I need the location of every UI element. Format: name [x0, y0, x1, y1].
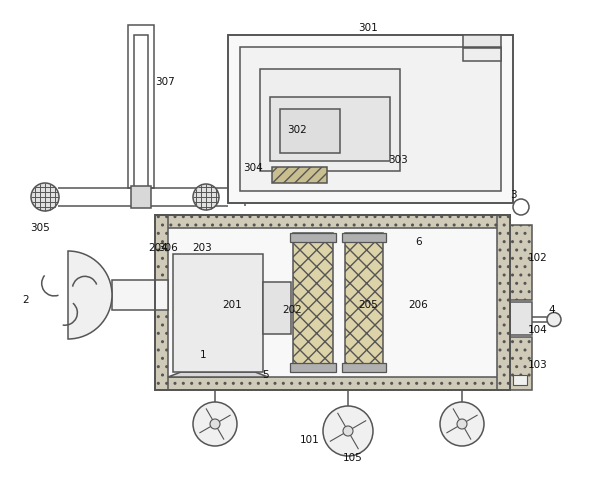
Bar [293, 233, 333, 372]
Bar [510, 225, 532, 300]
Text: 2: 2 [22, 295, 29, 305]
Polygon shape [168, 372, 268, 377]
Circle shape [440, 402, 484, 446]
Bar [272, 167, 327, 183]
Circle shape [457, 419, 467, 429]
Text: 307: 307 [155, 77, 175, 87]
Text: 6: 6 [415, 237, 422, 247]
Text: 1: 1 [200, 350, 206, 360]
Text: 203: 203 [192, 243, 212, 253]
Text: 205: 205 [358, 300, 378, 310]
Bar [270, 97, 390, 161]
Wedge shape [68, 251, 112, 339]
Text: 104: 104 [528, 325, 548, 335]
Bar [290, 363, 336, 372]
Circle shape [193, 184, 219, 210]
Text: 3: 3 [510, 190, 517, 200]
Circle shape [31, 183, 59, 211]
Text: 303: 303 [388, 155, 408, 165]
Bar [228, 35, 513, 203]
Bar [155, 215, 510, 228]
Bar [510, 302, 532, 335]
Bar [240, 47, 501, 191]
Bar [510, 337, 532, 390]
Text: 304: 304 [243, 163, 263, 173]
Circle shape [193, 402, 237, 446]
Text: 204: 204 [148, 243, 168, 253]
Bar [513, 375, 527, 385]
Text: 301: 301 [358, 23, 378, 33]
Circle shape [547, 312, 561, 327]
Text: 101: 101 [300, 435, 320, 445]
Bar [155, 215, 168, 390]
Text: 302: 302 [287, 125, 307, 135]
Bar [497, 215, 510, 390]
Circle shape [513, 199, 529, 215]
Text: 306: 306 [158, 243, 178, 253]
Bar [155, 215, 510, 390]
Bar [128, 25, 154, 188]
Bar [463, 35, 501, 47]
Text: 103: 103 [528, 360, 548, 370]
Text: 102: 102 [528, 253, 548, 263]
Bar [345, 233, 383, 372]
Text: 4: 4 [548, 305, 554, 315]
Text: 202: 202 [282, 305, 302, 315]
Bar [155, 377, 510, 390]
Text: 105: 105 [343, 453, 363, 463]
Text: 5: 5 [262, 370, 269, 380]
Bar [290, 233, 336, 242]
Bar [133, 35, 148, 188]
Bar [280, 109, 340, 153]
Circle shape [323, 406, 373, 456]
Bar [463, 48, 501, 61]
Text: 305: 305 [30, 223, 50, 233]
Bar [342, 233, 386, 242]
Bar [260, 69, 400, 171]
Bar [263, 282, 291, 334]
Bar [342, 363, 386, 372]
Bar [131, 186, 151, 208]
Circle shape [210, 419, 220, 429]
Bar [112, 280, 168, 310]
Circle shape [343, 426, 353, 436]
Text: 206: 206 [408, 300, 428, 310]
Bar [173, 254, 263, 372]
Text: 201: 201 [222, 300, 242, 310]
Bar [168, 228, 497, 377]
